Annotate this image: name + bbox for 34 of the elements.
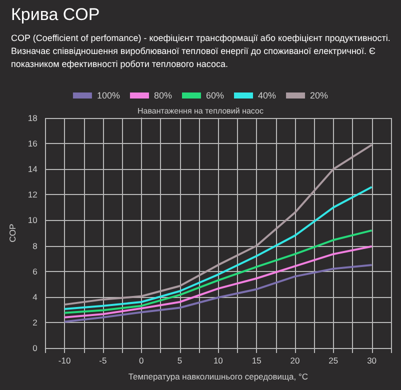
legend-label: 20% xyxy=(310,90,328,100)
y-tick-label: 12 xyxy=(28,190,38,200)
y-tick-label: 8 xyxy=(32,240,38,251)
x-tick-label: -10 xyxy=(58,356,71,366)
x-tick-label: 5 xyxy=(177,356,182,366)
y-tick-label: 0 xyxy=(32,343,38,353)
legend-title: Навантаження на тепловий насос xyxy=(138,106,264,116)
legend-label: 80% xyxy=(154,90,172,100)
legend-label: 60% xyxy=(206,90,224,100)
chart-title: Крива COP xyxy=(11,4,101,26)
x-tick-label: 30 xyxy=(367,356,377,366)
line-series xyxy=(64,264,373,323)
y-tick-label: 6 xyxy=(32,266,38,276)
y-tick-label: 4 xyxy=(32,292,38,302)
x-tick-label: 0 xyxy=(139,356,144,366)
x-axis-title: Температура навколишнього середовища, °C xyxy=(128,372,308,382)
y-axis-title: COP xyxy=(8,223,18,242)
y-tick-label: 16 xyxy=(28,138,38,149)
x-tick-label: 25 xyxy=(328,356,338,366)
x-tick-label: 10 xyxy=(213,356,224,366)
y-tick-label: 14 xyxy=(28,164,38,174)
legend-label: 100% xyxy=(96,90,120,100)
line-series xyxy=(64,144,373,306)
x-tick-label: 15 xyxy=(252,356,262,366)
y-tick-label: 10 xyxy=(28,215,38,226)
line-series xyxy=(64,245,373,318)
line-series xyxy=(64,186,373,310)
chart-subtitle: COP (Coefficient of perfomance) - коефіцієнт трансформації або коефіцієнт продуктивності. Визначає співвідношення вироблюваної теплової енергії до споживаної електричної. Є показником ефективності роботи теплового насоса. xyxy=(11,32,392,71)
y-tick-label: 2 xyxy=(32,317,38,328)
legend-label: 40% xyxy=(258,90,276,100)
line-series xyxy=(64,229,373,314)
x-tick-label: 20 xyxy=(290,356,300,366)
x-tick-label: -5 xyxy=(99,356,108,366)
y-tick-label: 18 xyxy=(28,113,38,123)
